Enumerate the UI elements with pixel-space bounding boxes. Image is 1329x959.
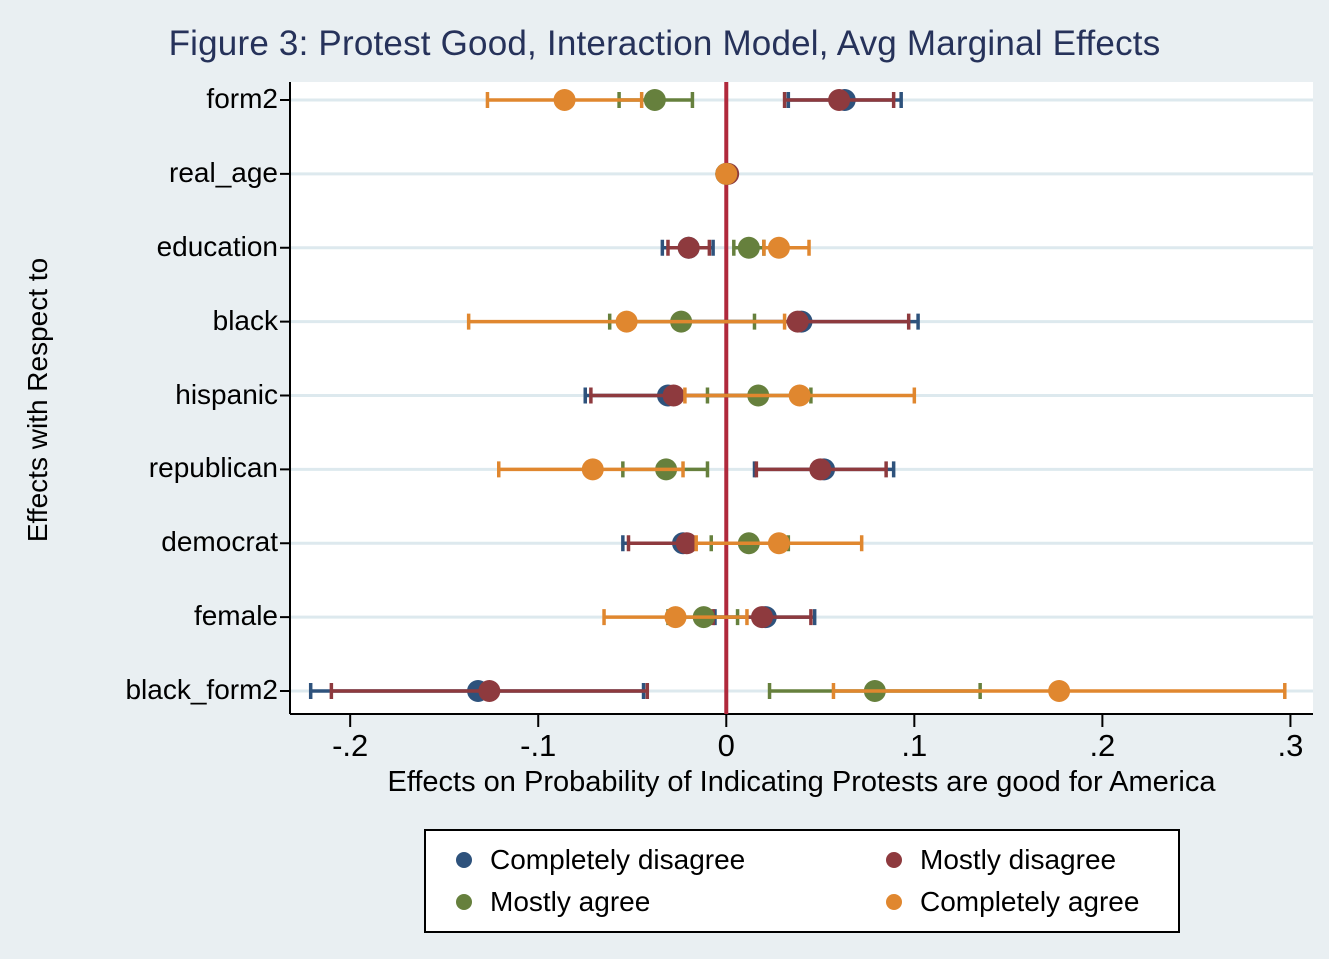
legend-item: Completely disagree (456, 844, 886, 876)
marker (553, 89, 576, 111)
legend-item: Completely agree (886, 886, 1178, 918)
marker (751, 606, 774, 629)
marker (581, 458, 604, 481)
marker (615, 310, 638, 333)
legend: Completely disagree Mostly disagree Most… (424, 829, 1180, 933)
marker (767, 236, 790, 259)
legend-dot-mostly-agree-icon (456, 894, 472, 910)
legend-label: Completely agree (920, 886, 1140, 917)
marker (788, 384, 811, 407)
legend-label: Completely disagree (490, 844, 746, 875)
y-tick-label: form2 (206, 83, 278, 114)
legend-dot-completely-disagree-icon (456, 852, 472, 868)
marker (809, 458, 832, 481)
marker (478, 680, 501, 702)
x-tick-label: -.1 (520, 728, 557, 763)
chart-title: Figure 3: Protest Good, Interaction Mode… (168, 24, 1161, 63)
marker (643, 89, 666, 111)
y-tick-label: black (212, 304, 278, 336)
y-tick-label: hispanic (175, 378, 278, 410)
y-tick-label: real_age (169, 156, 278, 188)
marker (737, 236, 760, 259)
marker (1048, 680, 1071, 702)
marker (715, 162, 738, 185)
legend-label: Mostly agree (490, 886, 651, 917)
legend-dot-mostly-disagree-icon (886, 852, 902, 868)
marker (677, 236, 700, 259)
x-tick-label: -.2 (332, 728, 369, 763)
marker (662, 384, 685, 407)
y-tick-label: democrat (161, 526, 278, 558)
marker (828, 89, 851, 111)
x-axis-title: Effects on Probability of Indicating Pro… (387, 766, 1216, 798)
x-tick-label: 0 (717, 728, 735, 763)
marker (664, 606, 687, 629)
legend-item: Mostly disagree (886, 844, 1178, 876)
y-tick-label: black_form2 (125, 674, 278, 705)
x-tick-label: .3 (1277, 728, 1304, 763)
x-tick-label: .1 (901, 728, 928, 763)
marker (675, 532, 698, 555)
legend-dot-completely-agree-icon (886, 894, 902, 910)
marker (786, 310, 809, 333)
legend-label: Mostly disagree (920, 844, 1117, 875)
y-tick-label: education (156, 230, 278, 262)
legend-item: Mostly agree (456, 886, 886, 918)
marker (767, 532, 790, 555)
y-tick-label: female (193, 600, 278, 632)
x-tick-label: .2 (1089, 728, 1116, 763)
y-tick-label: republican (148, 452, 278, 484)
